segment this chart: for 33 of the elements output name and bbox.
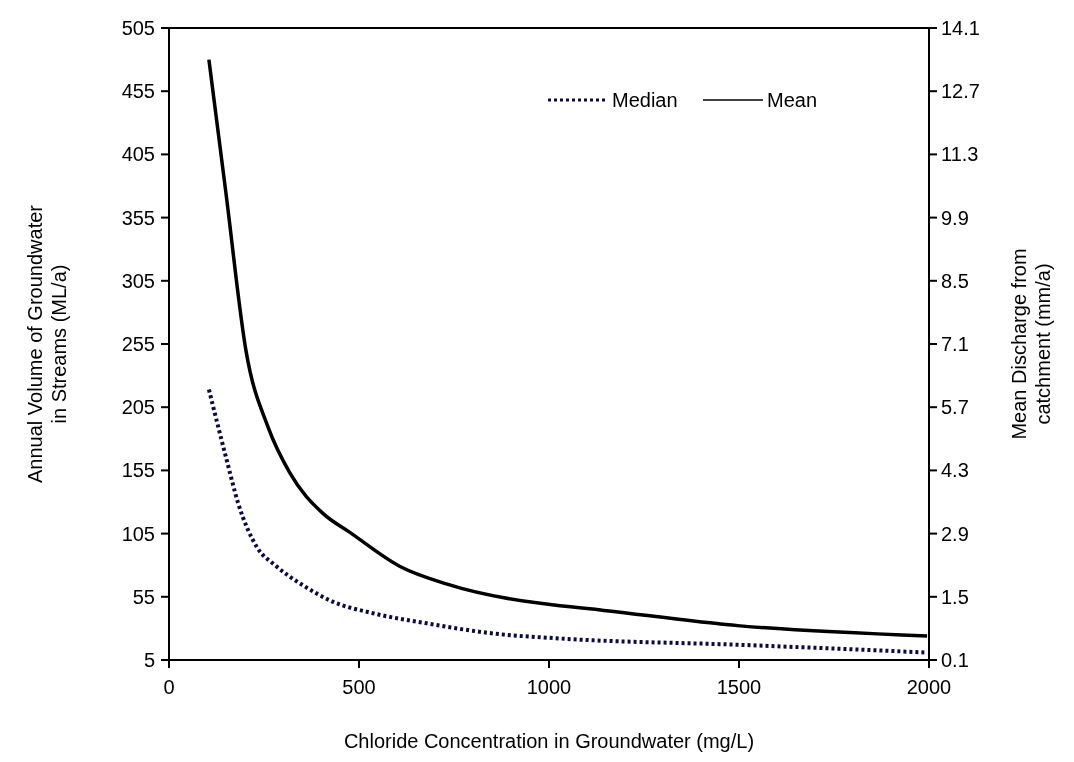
y-axis-title: Annual Volume of Groundwater in Streams (ML/a) xyxy=(24,204,70,483)
legend-label: Median xyxy=(612,89,678,111)
y-tick-label: 505 xyxy=(121,17,155,39)
x-tick-label: 1000 xyxy=(526,676,572,698)
line-series xyxy=(206,387,927,655)
y2-tick-label: 7.1 xyxy=(941,333,969,355)
x-tick-label: 500 xyxy=(342,676,376,698)
y-tick-label: 105 xyxy=(121,522,155,545)
y-tick-label: 405 xyxy=(121,143,155,166)
y2-tick-label: 4.3 xyxy=(941,459,969,482)
y2-tick-label: 12.7 xyxy=(941,80,980,103)
y2-axis-title: Mean Discharge from catchment (mm/a) xyxy=(1008,248,1054,440)
x-tick-label: 0 xyxy=(163,676,175,698)
y2-tick-label: 9.9 xyxy=(941,206,969,229)
y-tick-label: 255 xyxy=(121,333,155,355)
y-tick-label: 155 xyxy=(121,459,155,482)
y2-tick-label: 8.5 xyxy=(941,269,969,292)
y2-tick-label: 1.5 xyxy=(941,585,969,608)
y-tick-label: 305 xyxy=(121,269,155,292)
x-axis-title: Chloride Concentration in Groundwater (mg/L) xyxy=(343,730,755,752)
y2-tick-label: 0.1 xyxy=(941,649,969,671)
y-tick-label: 205 xyxy=(121,396,155,419)
legend-label: Mean xyxy=(767,89,818,111)
y-tick-label: 55 xyxy=(132,585,155,608)
y-tick-label: 5 xyxy=(143,649,155,671)
y-tick-label: 355 xyxy=(121,206,155,229)
y-tick-label: 455 xyxy=(121,80,155,103)
x-tick-label: 2000 xyxy=(906,676,952,698)
x-tick-label: 1500 xyxy=(716,676,762,698)
y2-tick-label: 2.9 xyxy=(941,522,969,545)
y2-tick-label: 11.3 xyxy=(941,143,979,166)
y2-tick-label: 5.7 xyxy=(941,396,969,419)
y2-tick-label: 14.1 xyxy=(941,17,980,39)
